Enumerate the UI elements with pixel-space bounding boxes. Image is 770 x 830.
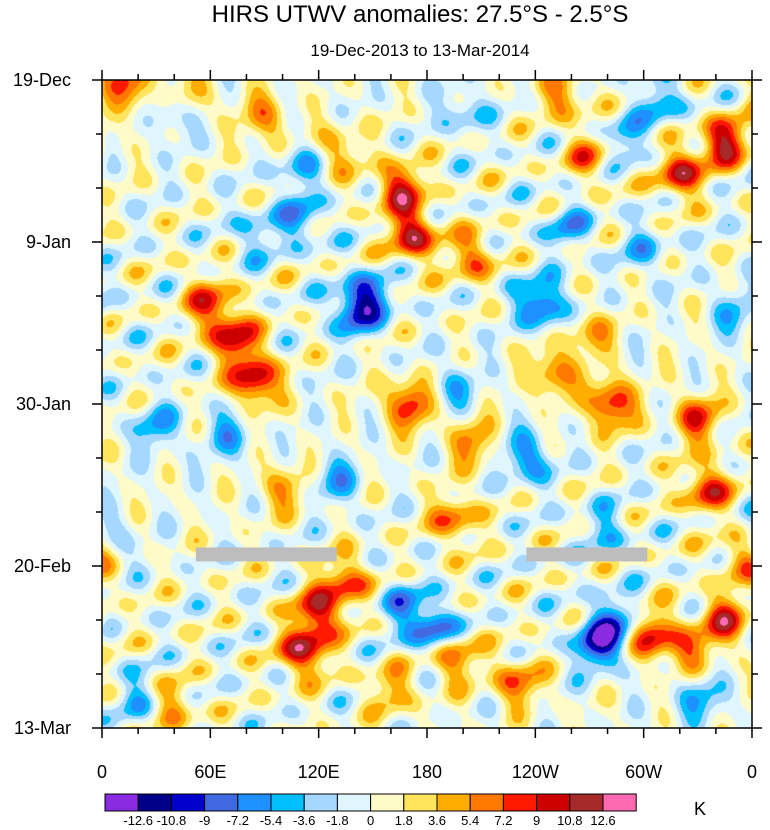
x-tick-label: 180 [412, 762, 442, 782]
colorbar-level-label: 0 [367, 813, 374, 828]
colorbar-swatch [336, 793, 372, 812]
x-tick-label: 120E [298, 762, 340, 782]
colorbar-level-label: 1.8 [395, 813, 413, 828]
y-tick-label: 20-Feb [14, 556, 71, 576]
colorbar: -12.6 -10.8 -9 -7.2 -5.4 -3.6 -1.8 0 1.8 3.6 5.4 7.… [104, 793, 637, 828]
colorbar-swatch [502, 793, 538, 812]
colorbar-swatch [303, 793, 338, 812]
colorbar-swatch [170, 793, 206, 812]
missing-data-bar-2 [526, 547, 648, 562]
colorbar-swatch [137, 793, 172, 812]
y-tick-label: 13-Mar [14, 718, 71, 738]
y-tick-label: 9-Jan [26, 232, 71, 252]
y-tick-label: 30-Jan [16, 394, 71, 414]
colorbar-swatch [436, 793, 471, 812]
colorbar-swatch [569, 793, 604, 812]
colorbar-swatch [536, 793, 571, 812]
x-tick-label: 0 [97, 762, 107, 782]
colorbar-swatch [204, 793, 239, 812]
colorbar-swatch [104, 793, 139, 812]
plot-area [101, 79, 753, 729]
colorbar-swatch [403, 793, 438, 812]
x-tick-label: 0 [747, 762, 757, 782]
chart-title: HIRS UTWV anomalies: 27.5°S - 2.5°S [212, 1, 629, 28]
missing-data-bar-1 [195, 547, 337, 562]
anomaly-field [102, 80, 752, 728]
colorbar-level-label: -12.6 [123, 813, 153, 828]
colorbar-level-label: -9 [199, 813, 211, 828]
colorbar-level-label: -1.8 [326, 813, 348, 828]
colorbar-level-label: -7.2 [227, 813, 249, 828]
colorbar-swatch [602, 793, 637, 812]
colorbar-level-label: -10.8 [157, 813, 187, 828]
colorbar-level-label: -5.4 [260, 813, 282, 828]
x-tick-label: 60W [625, 762, 662, 782]
y-axis: 19-Dec 9-Jan 30-Jan 20-Feb 13-Mar [13, 70, 762, 738]
colorbar-swatch [370, 793, 405, 812]
colorbar-unit-label: K [694, 799, 706, 819]
colorbar-swatch [270, 793, 305, 812]
colorbar-level-label: 3.6 [428, 813, 446, 828]
colorbar-level-label: 7.2 [494, 813, 512, 828]
x-tick-label: 60E [194, 762, 226, 782]
colorbar-level-label: 9 [533, 813, 540, 828]
colorbar-level-label: 10.8 [557, 813, 582, 828]
x-axis: 0 60E 120E 180 120W 60W 0 [97, 70, 757, 782]
x-tick-label: 120W [512, 762, 559, 782]
missing-data-layer [195, 547, 648, 562]
colorbar-level-label: -3.6 [293, 813, 315, 828]
colorbar-level-label: 5.4 [461, 813, 479, 828]
y-tick-label: 19-Dec [13, 70, 71, 90]
colorbar-swatch [237, 793, 272, 812]
chart-subtitle: 19-Dec-2013 to 13-Mar-2014 [310, 41, 529, 60]
colorbar-swatch [469, 793, 504, 812]
colorbar-level-label: 12.6 [590, 813, 615, 828]
